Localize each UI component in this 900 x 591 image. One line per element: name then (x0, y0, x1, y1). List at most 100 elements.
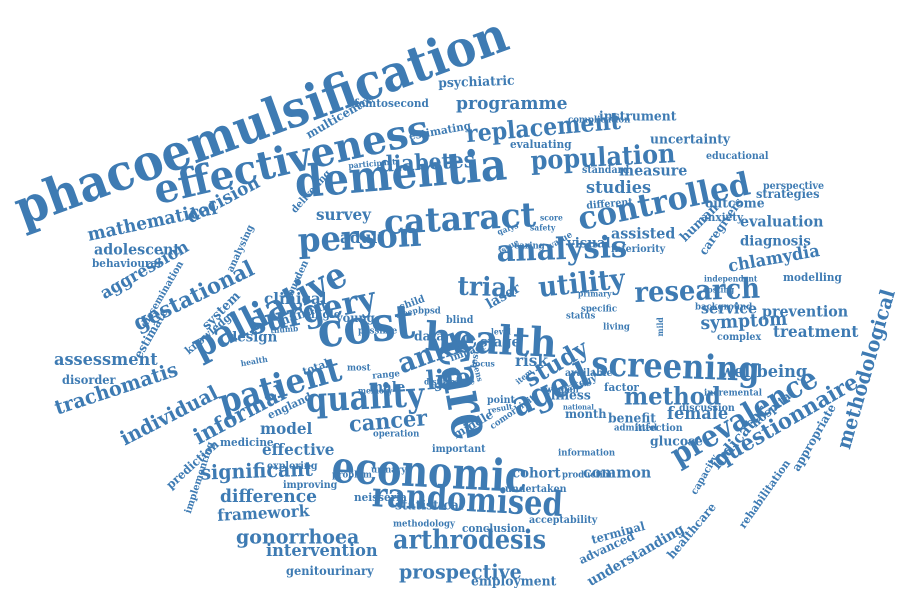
cloud-word: urinary (371, 465, 407, 476)
cloud-word: measure (619, 161, 688, 180)
cloud-word: assisted (611, 224, 676, 243)
cloud-word: admitted (614, 423, 658, 434)
cloud-word: diagnosis (740, 233, 811, 250)
cloud-word: femtosecond (354, 96, 429, 110)
cloud-word: genitourinary (286, 564, 374, 579)
cloud-word: adolescent (94, 240, 180, 259)
cloud-word: health (239, 353, 269, 369)
cloud-word: programme (456, 93, 568, 115)
cloud-word: risk (515, 350, 548, 370)
cloud-word: acceptability (529, 514, 598, 526)
cloud-word: design (228, 329, 278, 346)
cloud-word: anxiety (701, 210, 744, 224)
cloud-word: important (432, 443, 486, 455)
cloud-word: production (562, 470, 615, 481)
cloud-word: stage (480, 334, 521, 351)
cloud-word: modelling (783, 270, 842, 284)
cloud-word: focus (472, 358, 495, 369)
cloud-word: neisseria (354, 490, 407, 504)
cloud-word: memory (358, 385, 393, 396)
cloud-word: point (487, 394, 515, 406)
cloud-word: factor (604, 380, 639, 394)
cloud-word: standard (582, 164, 630, 176)
cloud-word: studies (586, 178, 652, 199)
cloud-word: information (558, 448, 616, 459)
cloud-word: problem (332, 470, 372, 481)
cloud-word: complex (717, 331, 762, 343)
cloud-word: clinical (264, 288, 327, 308)
cloud-word: common (583, 463, 652, 482)
cloud-word: primary (578, 288, 612, 299)
cloud-word: cohort (512, 465, 561, 482)
cloud-word: model (260, 418, 313, 438)
cloud-word: woman (545, 385, 579, 396)
cloud-word: framework (216, 501, 310, 525)
cloud-word: conclusion (462, 521, 526, 535)
cloud-word: methodology (393, 519, 455, 530)
cloud-word: operation (373, 429, 420, 440)
cloud-word: disorder (62, 373, 116, 388)
cloud-word: costing (703, 284, 735, 295)
cloud-word: exploring (267, 460, 318, 472)
cloud-word: female (667, 404, 729, 425)
cloud-word: statistical (395, 498, 464, 514)
cloud-word: strategies (756, 187, 820, 202)
cloud-word: thumb (269, 323, 299, 336)
cloud-word: infection (635, 422, 683, 434)
cloud-word: survey (316, 204, 371, 224)
cloud-word: visual (567, 235, 611, 252)
cloud-word: psychiatric (437, 73, 515, 92)
cloud-word: evaluation (740, 212, 824, 231)
cloud-word: discussion (679, 402, 735, 414)
cloud-word: possible (358, 326, 398, 337)
cloud-word: effective (262, 439, 335, 459)
cloud-word: caring (514, 241, 545, 252)
cloud-word: illness (546, 388, 591, 404)
cloud-word: wellbeing (720, 362, 808, 383)
cloud-word: level (491, 326, 511, 337)
cloud-word: difference (220, 486, 317, 508)
cloud-word: incremental (704, 388, 763, 399)
cloud-word: behavioural (92, 256, 162, 270)
cloud-word: mild (655, 317, 665, 337)
cloud-word: background (695, 302, 753, 313)
cloud-word: arthrodesis (393, 525, 547, 556)
cloud-word: available (565, 367, 613, 379)
cloud-word: outcome (705, 196, 765, 212)
cloud-word: disturbance (424, 376, 475, 387)
cloud-word: treatment (773, 321, 859, 341)
cloud-word: specific (581, 304, 618, 315)
cloud-word: intervention (266, 541, 378, 562)
cloud-word: benefit (608, 411, 657, 427)
cloud-word: bpsd (418, 306, 441, 317)
cloud-word: gonorrhoea (236, 524, 360, 549)
cloud-word: single (305, 307, 341, 321)
cloud-word: national (563, 402, 594, 412)
cloud-word: glucose (650, 434, 703, 450)
cloud-word: educational (706, 150, 769, 162)
cloud-word: male (369, 379, 406, 396)
cloud-word: adult (340, 227, 385, 247)
cloud-word: most (347, 363, 371, 374)
cloud-word: medicine (220, 435, 274, 449)
cloud-word: evaluating (510, 137, 572, 151)
cloud-word: data (414, 329, 445, 345)
cloud-word: status (566, 311, 596, 322)
cloud-word: service (701, 299, 758, 318)
cloud-word: method (624, 381, 721, 411)
cloud-word: living (603, 322, 630, 333)
cloud-word: prospective (399, 559, 522, 584)
cloud-word: score (540, 212, 563, 223)
cloud-word: undertaken (505, 483, 567, 495)
cloud-word: blind (446, 314, 474, 326)
cloud-word: rehabilitation (736, 457, 794, 531)
cloud-word: young (336, 311, 375, 326)
cloud-word: prevention (762, 302, 849, 321)
cloud-word: improving (283, 479, 338, 491)
cloud-word: instrument (599, 109, 677, 125)
cloud-word: assessment (54, 350, 158, 371)
cloud-word: perspective (763, 180, 825, 192)
cloud-word: uncertainty (650, 132, 731, 148)
cloud-word: safety (530, 222, 556, 233)
